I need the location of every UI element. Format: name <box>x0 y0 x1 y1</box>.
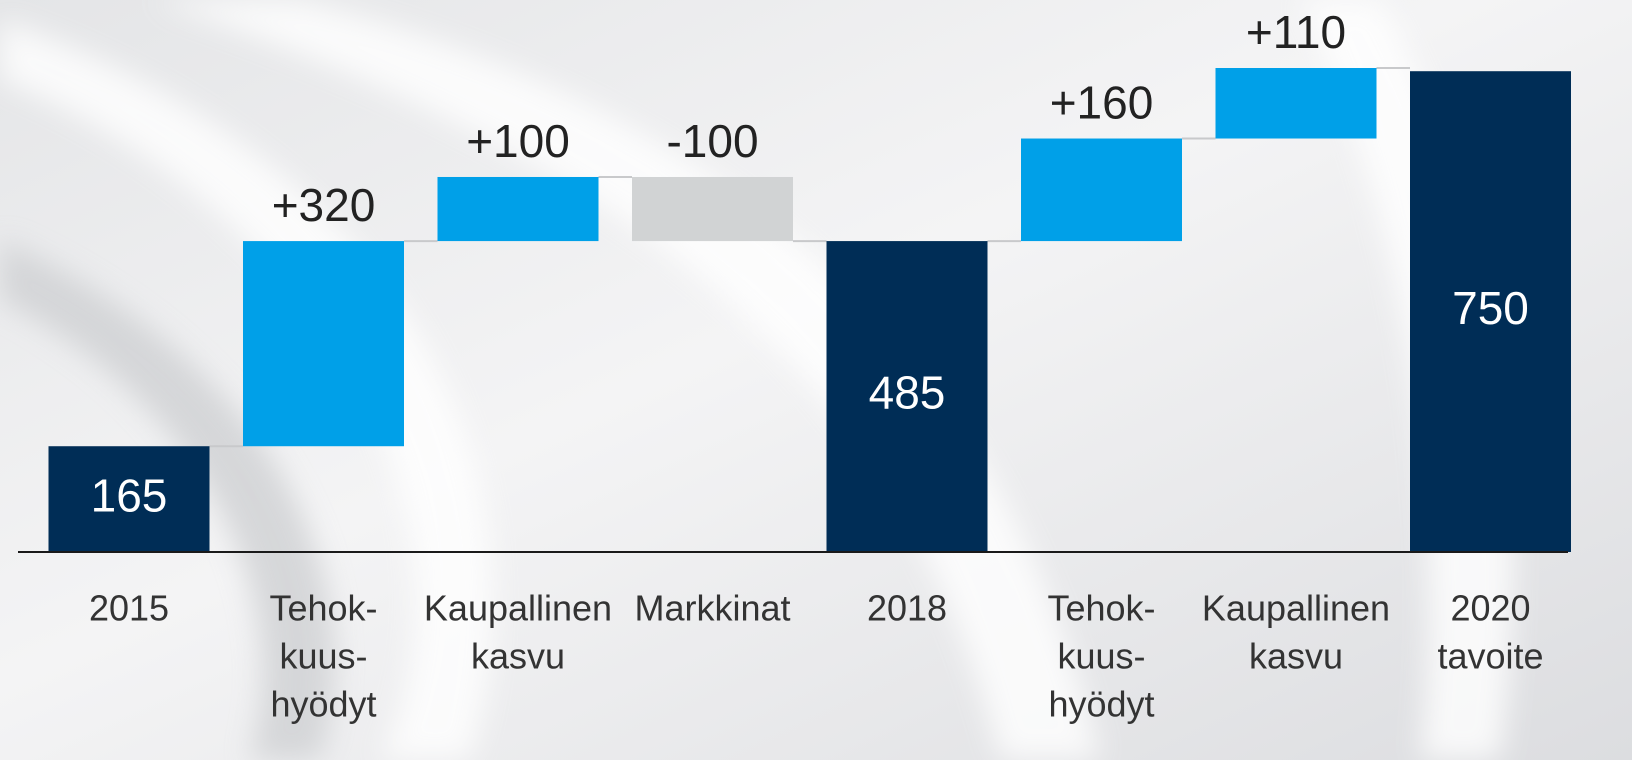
value-label: +100 <box>466 115 570 167</box>
value-label: 485 <box>869 367 946 419</box>
x-tick-label: tavoite <box>1437 636 1543 677</box>
x-tick-label: Kaupallinen <box>424 588 612 629</box>
value-label: -100 <box>666 115 758 167</box>
value-label: +320 <box>272 179 376 231</box>
value-label: +160 <box>1050 77 1154 129</box>
x-tick-label: Tehok- <box>1047 588 1155 629</box>
bar <box>437 176 599 242</box>
value-label: 750 <box>1452 282 1529 334</box>
x-tick-label: 2018 <box>867 588 947 629</box>
x-tick-label: kuus- <box>1057 636 1145 677</box>
x-tick-label: kasvu <box>1249 636 1343 677</box>
x-tick-label: kuus- <box>279 636 367 677</box>
bar <box>243 241 404 447</box>
x-tick-label: kasvu <box>471 636 565 677</box>
value-label: +110 <box>1246 6 1346 58</box>
x-tick-label: 2020 <box>1450 588 1530 629</box>
x-tick-label: Kaupallinen <box>1202 588 1390 629</box>
x-tick-label: hyödyt <box>270 684 376 725</box>
bar <box>1410 71 1571 553</box>
x-tick-label: Markkinat <box>634 588 790 629</box>
x-tick-label: Tehok- <box>269 588 377 629</box>
bar <box>1215 68 1377 139</box>
value-label: 165 <box>91 469 168 521</box>
bar <box>826 241 988 552</box>
bar <box>48 446 210 552</box>
bar <box>632 176 793 242</box>
bar <box>1021 138 1182 242</box>
x-tick-label: 2015 <box>89 588 169 629</box>
plot-area: 165 2015 +320 Tehok-kuus-hyödyt +100 Kaupalli… <box>48 6 1571 725</box>
x-tick-label: hyödyt <box>1048 684 1154 725</box>
